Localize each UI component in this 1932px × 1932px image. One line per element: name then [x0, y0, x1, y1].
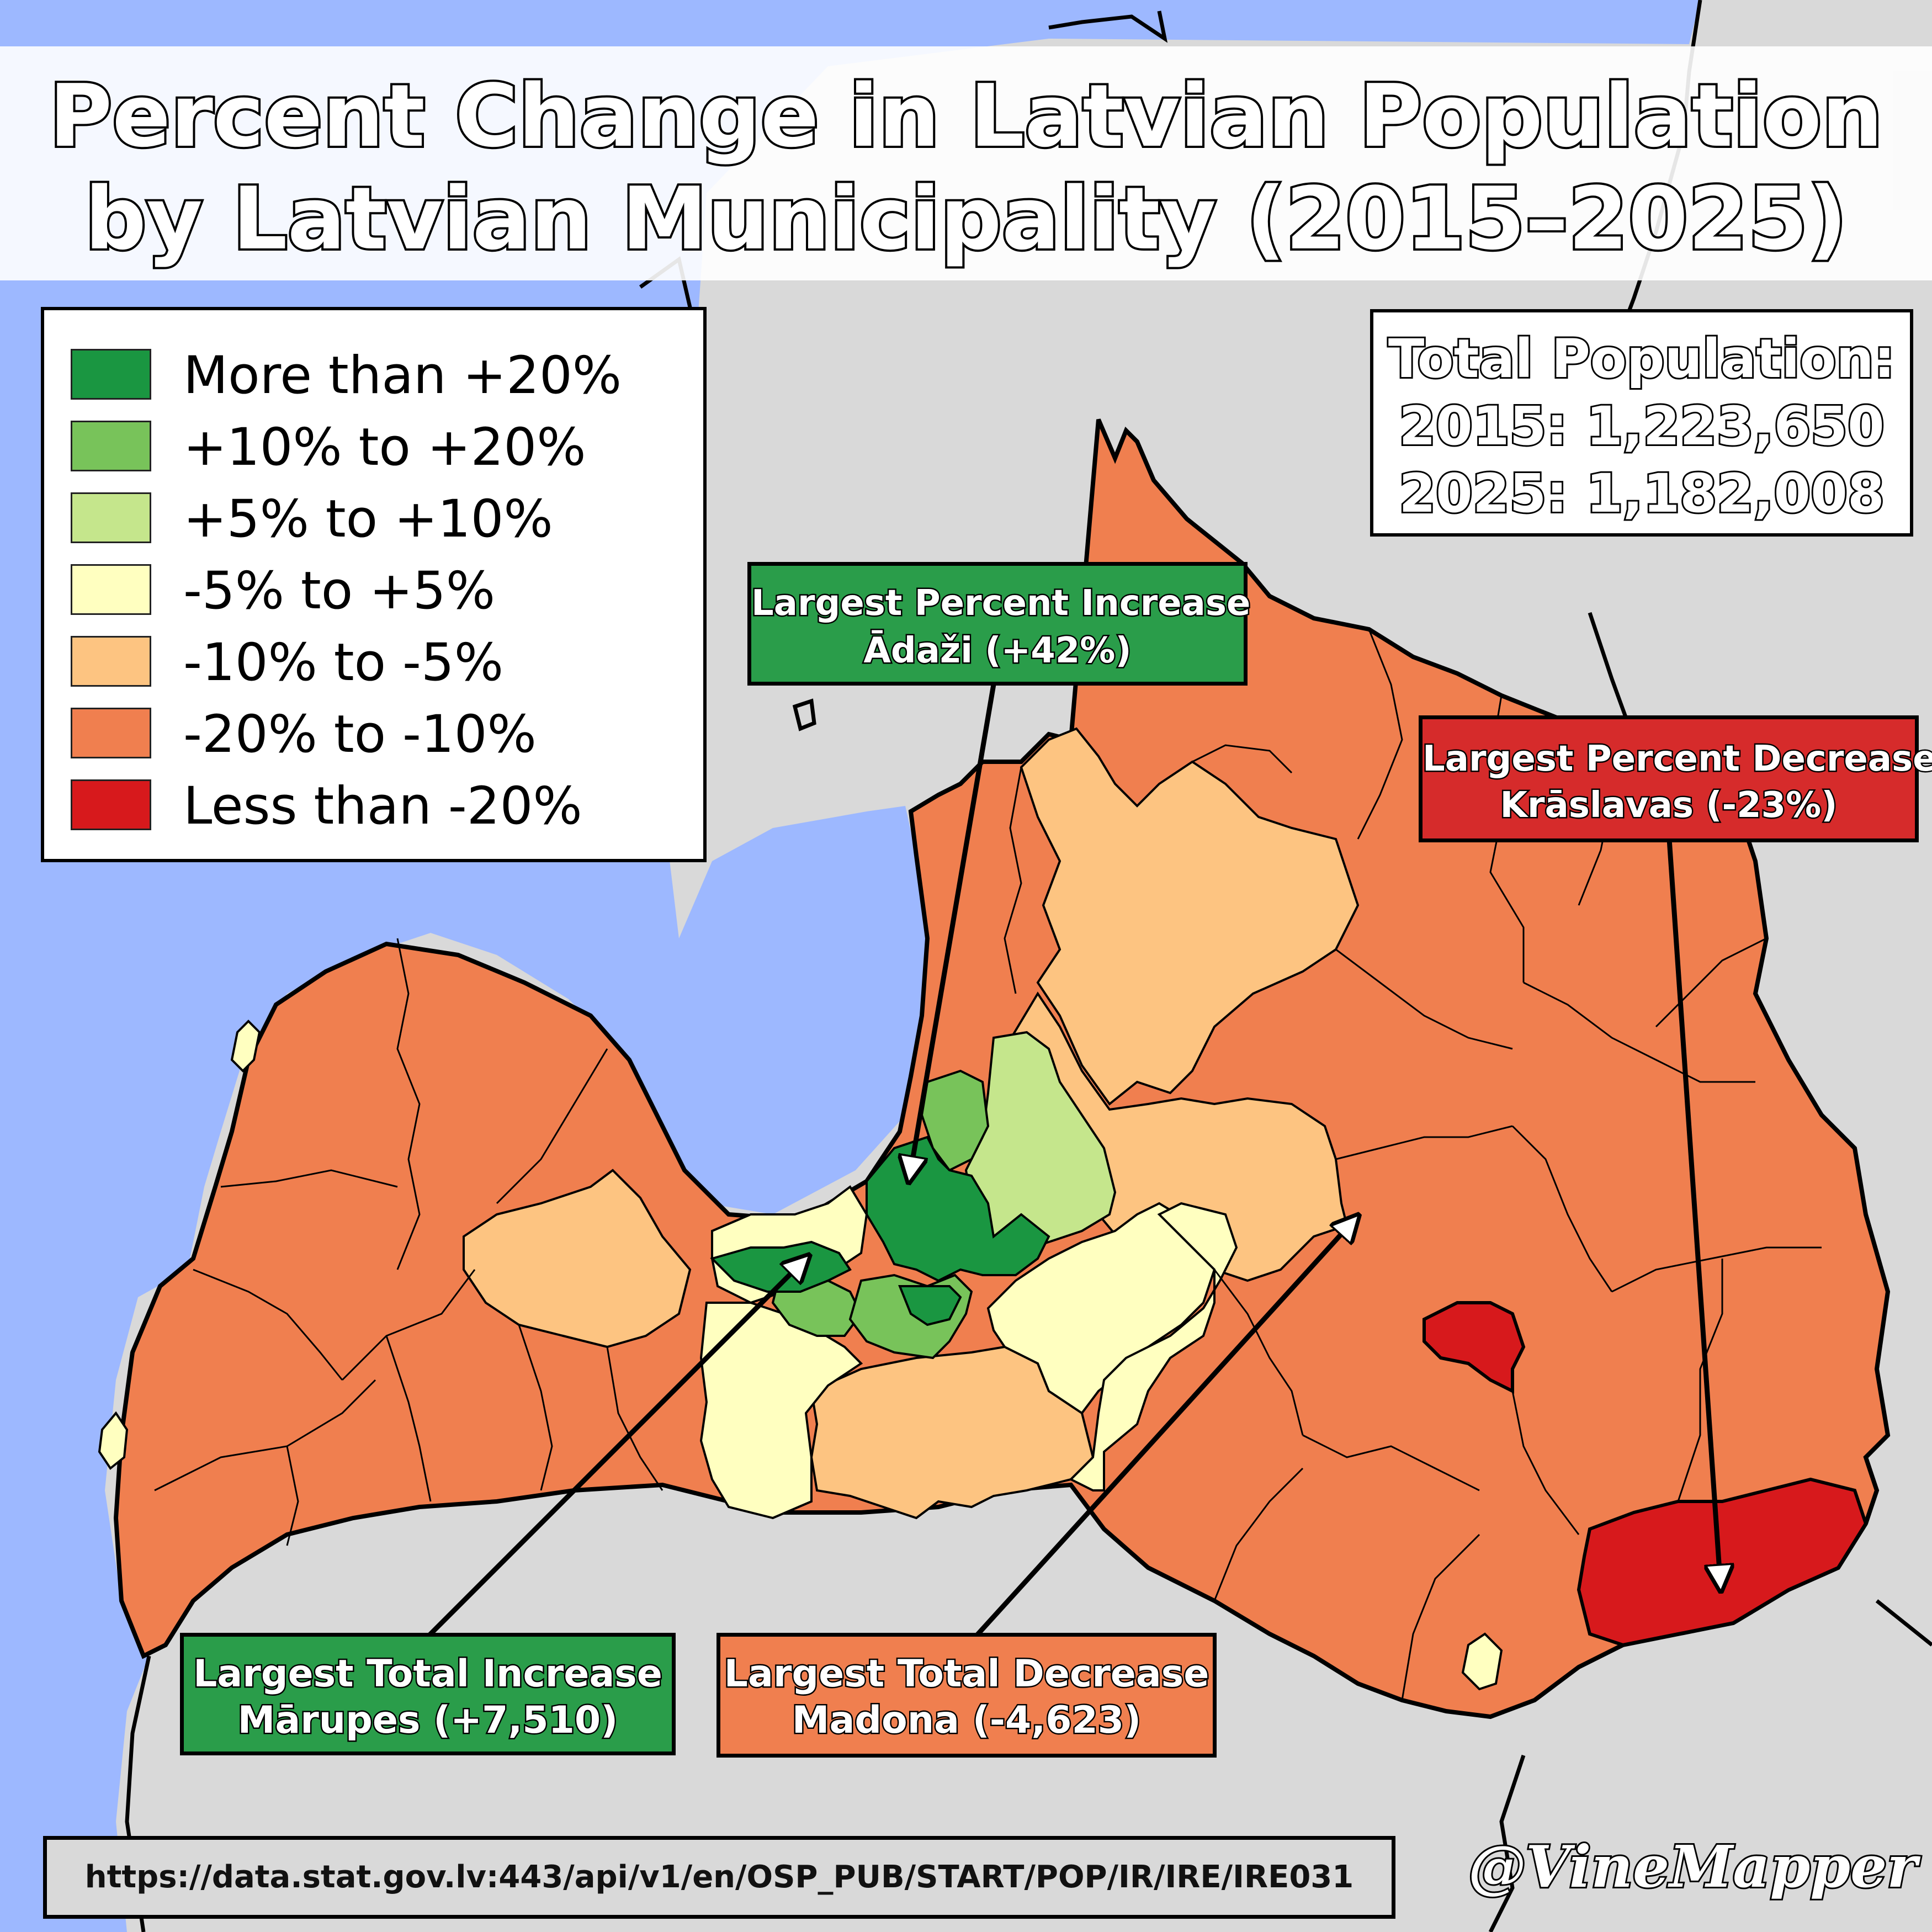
callout-detail: Mārupes (+7,510) [236, 1699, 619, 1742]
legend-label: +5% to +10% [183, 489, 553, 549]
legend-item: -5% to +5% [71, 558, 689, 621]
callout-heading: Largest Total Decrease [723, 1652, 1211, 1696]
callout-detail: Madona (-4,623) [790, 1699, 1142, 1742]
total-population-2015: 2015: 1,223,650 [1397, 395, 1886, 457]
callout-largest-percent-decrease: Largest Percent Decrease Krāslavas (-23%… [1419, 715, 1932, 842]
callout-largest-total-increase: Largest Total Increase Mārupes (+7,510) [180, 1633, 676, 1755]
legend-swatch [71, 779, 151, 830]
source-url: https://data.stat.gov.lv:443/api/v1/en/O… [84, 1859, 1354, 1895]
total-population-box: Total Population: 2015: 1,223,650 2025: … [1370, 309, 1913, 537]
legend-swatch [71, 564, 151, 615]
legend-label: Less than -20% [183, 776, 582, 836]
callout-heading: Largest Total Increase [192, 1652, 664, 1696]
source-url-box: https://data.stat.gov.lv:443/api/v1/en/O… [43, 1836, 1395, 1919]
legend-label: -20% to -10% [183, 704, 537, 765]
legend-swatch [71, 708, 151, 758]
legend-item: Less than -20% [71, 773, 689, 836]
total-population-heading: Total Population: [1387, 328, 1897, 390]
legend-label: +10% to +20% [183, 417, 586, 477]
legend-item: -20% to -10% [71, 701, 689, 765]
total-population-2025: 2025: 1,182,008 [1397, 463, 1886, 524]
legend-label: -5% to +5% [183, 561, 496, 621]
author-signature: @VineMapper [1467, 1831, 1919, 1902]
callout-heading: Largest Percent Decrease [1421, 739, 1932, 779]
legend-item: More than +20% [71, 342, 689, 406]
legend-swatch [71, 349, 151, 400]
map-title-line-1: Percent Change in Latvian Population [47, 66, 1885, 166]
legend-swatch [71, 636, 151, 687]
legend-item: +10% to +20% [71, 414, 689, 477]
legend-item: -10% to -5% [71, 629, 689, 693]
legend-swatch [71, 492, 151, 543]
legend-swatch [71, 421, 151, 471]
legend-label: More than +20% [183, 346, 622, 406]
callout-detail: Krāslavas (-23%) [1499, 785, 1839, 826]
title-band [0, 46, 1932, 280]
callout-heading: Largest Percent Increase [750, 583, 1252, 624]
legend-item: +5% to +10% [71, 486, 689, 549]
map-title-line-2: by Latvian Municipality (2015–2025) [83, 168, 1850, 269]
callout-largest-percent-increase: Largest Percent Increase Ādaži (+42%) [747, 562, 1252, 686]
legend-label: -10% to -5% [183, 633, 504, 693]
callout-largest-total-decrease: Largest Total Decrease Madona (-4,623) [716, 1633, 1217, 1758]
callout-detail: Ādaži (+42%) [862, 630, 1133, 671]
legend: More than +20% +10% to +20% +5% to +10% … [41, 307, 707, 862]
